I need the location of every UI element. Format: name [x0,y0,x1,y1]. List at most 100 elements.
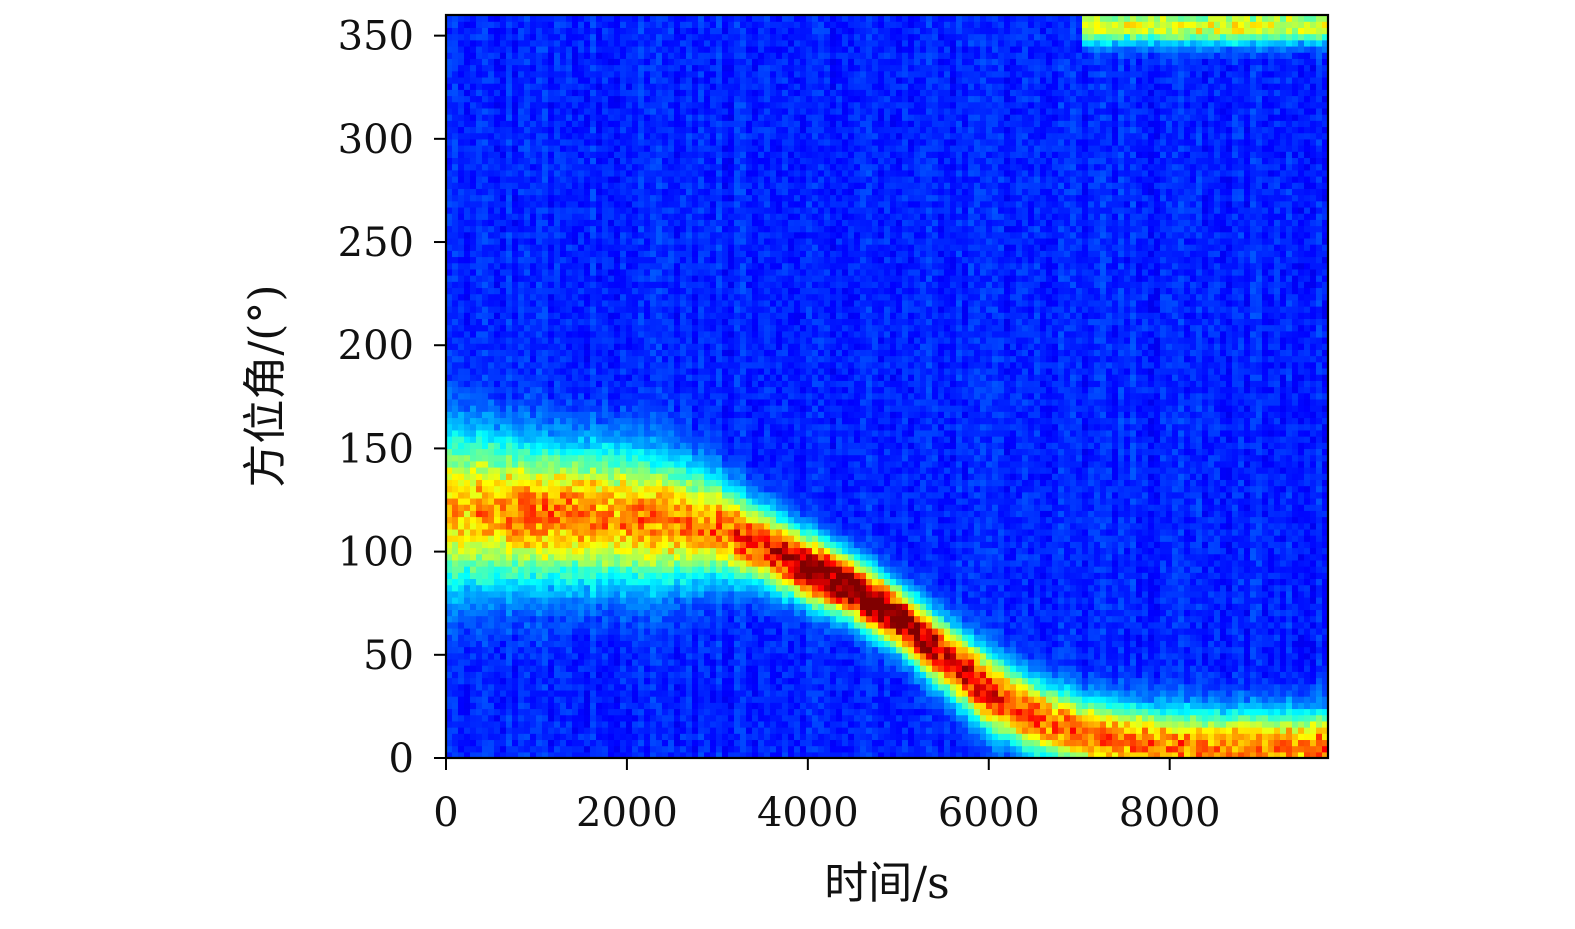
heatmap-cell [542,689,549,697]
heatmap-cell [626,615,633,623]
heatmap-cell [578,405,585,412]
heatmap-cell [638,696,645,703]
heatmap-cell [620,138,627,146]
heatmap-cell [488,386,495,394]
heatmap-cell [494,634,501,641]
heatmap-cell [620,52,627,59]
heatmap-cell [458,306,465,313]
heatmap-cell [578,27,585,35]
heatmap-cell [512,466,519,474]
heatmap-cell [602,677,609,685]
heatmap-cell [632,83,639,90]
heatmap-cell [686,306,693,313]
heatmap-cell [542,114,549,121]
heatmap-cell [578,702,585,710]
heatmap-cell [608,275,615,282]
heatmap-cell [656,504,663,511]
heatmap-cell [494,479,501,487]
heatmap-cell [494,163,501,171]
heatmap-cell [632,572,639,580]
heatmap-cell [476,15,483,22]
heatmap-cell [650,751,657,758]
heatmap-cell [626,510,633,518]
heatmap-cell [548,739,555,747]
heatmap-cell [488,114,495,121]
heatmap-cell [656,169,663,177]
heatmap-cell [644,355,651,363]
heatmap-cell [446,306,453,313]
heatmap-cell [620,634,627,641]
heatmap-cell [632,250,639,258]
heatmap-cell [560,194,567,202]
heatmap-cell [578,454,585,462]
heatmap-cell [686,597,693,604]
heatmap-cell [530,367,537,375]
heatmap-cell [560,250,567,258]
heatmap-cell [464,256,471,264]
heatmap-cell [662,83,669,90]
heatmap-cell [674,621,681,629]
heatmap-cell [566,206,573,214]
heatmap-cell [476,293,483,301]
heatmap-cell [464,95,471,103]
heatmap-cell [542,448,549,456]
heatmap-cell [494,584,501,592]
heatmap-cell [500,454,507,462]
heatmap-cell [506,553,513,561]
heatmap-cell [584,689,591,697]
heatmap-cell [662,324,669,332]
heatmap-cell [632,287,639,295]
heatmap-cell [650,398,657,406]
heatmap-cell [446,293,453,301]
heatmap-cell [560,578,567,586]
heatmap-cell [494,250,501,258]
heatmap-cell [632,151,639,159]
heatmap-cell [488,603,495,610]
heatmap-cell [620,714,627,722]
heatmap-cell [536,145,543,152]
heatmap-cell [536,597,543,604]
heatmap-cell [614,336,621,344]
heatmap-cell [650,522,657,530]
heatmap-cell [668,751,675,758]
heatmap-cell [578,535,585,542]
heatmap-cell [560,355,567,363]
heatmap-cell [590,374,597,381]
heatmap-cell [530,516,537,524]
heatmap-cell [470,745,477,753]
heatmap-cell [632,671,639,679]
heatmap-cell [458,349,465,357]
heatmap-cell [620,442,627,450]
heatmap-cell [638,237,645,245]
heatmap-cell [680,466,687,474]
heatmap-cell [500,175,507,183]
heatmap-cell [488,683,495,691]
heatmap-cell [584,597,591,604]
heatmap-cell [638,175,645,183]
heatmap-cell [536,411,543,419]
heatmap-cell [542,528,549,536]
heatmap-cell [536,64,543,72]
heatmap-cell [596,58,603,66]
heatmap-cell [656,262,663,270]
heatmap-cell [680,213,687,220]
heatmap-cell [506,609,513,617]
heatmap-cell [548,702,555,710]
heatmap-cell [482,665,489,672]
heatmap-cell [572,213,579,220]
heatmap-cell [512,262,519,270]
heatmap-cell [668,714,675,722]
heatmap-cell [608,361,615,369]
heatmap-cell [674,70,681,78]
heatmap-cell [542,107,549,115]
heatmap-cell [452,58,459,66]
heatmap-cell [458,237,465,245]
heatmap-cell [578,751,585,758]
heatmap-cell [644,429,651,437]
heatmap-cell [458,89,465,97]
heatmap-cell [638,504,645,511]
heatmap-cell [626,126,633,134]
heatmap-cell [452,429,459,437]
heatmap-cell [620,231,627,239]
heatmap-cell [668,132,675,140]
